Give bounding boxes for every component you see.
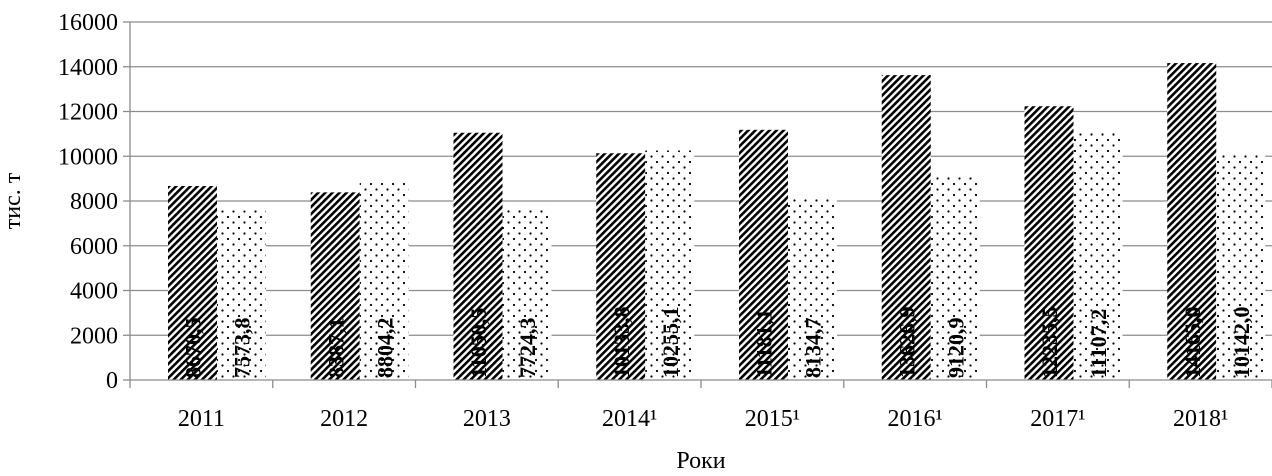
bar-value-label: 7573,8	[230, 318, 255, 379]
y-tick-label: 14000	[58, 55, 118, 81]
x-tick-label: 2011	[178, 406, 225, 432]
bar-value-label: 11050,5	[466, 308, 491, 378]
bar-value-label: 10133,8	[609, 307, 634, 379]
bar-value-label: 9120,9	[943, 318, 968, 379]
x-tick-label: 2018¹	[1173, 406, 1228, 432]
bar-series-2	[1073, 131, 1123, 380]
bar-value-label: 10255,1	[658, 307, 683, 379]
bar-value-label: 14165,0	[1180, 307, 1205, 379]
y-tick-label: 6000	[70, 234, 118, 260]
bar-series-2	[788, 197, 837, 380]
bar-series-1	[596, 153, 646, 380]
bar-value-label: 11181,1	[752, 309, 777, 378]
bar-value-label: 8387,1	[323, 318, 348, 379]
y-tick-label: 4000	[70, 279, 118, 305]
y-tick-label: 2000	[70, 323, 118, 349]
bar-series-2	[217, 210, 266, 380]
bar-value-label: 12235,5	[1037, 307, 1062, 379]
bar-series-2	[359, 183, 409, 380]
x-tick-label: 2013	[463, 406, 511, 432]
bar-value-label: 8804,2	[372, 318, 397, 379]
x-tick-label: 2016¹	[888, 406, 943, 432]
bar-series-1	[1024, 106, 1074, 381]
x-tick-label: 2014¹	[602, 406, 657, 432]
y-axis-title: тис. т	[0, 172, 26, 229]
y-tick-label: 12000	[58, 100, 118, 126]
bar-series-1	[168, 185, 217, 380]
data-labels: 8670,5 8387,1 11050,5 10133,8 11181,1 13626,9…	[181, 307, 1254, 379]
bar-value-label: 10142,0	[1229, 307, 1254, 379]
bar-value-label: 13626,9	[894, 307, 919, 379]
bar-value-label: 7724,3	[515, 318, 540, 379]
bar-value-label: 8134,7	[801, 318, 826, 379]
bar-series-1	[881, 75, 931, 380]
bar-series-2	[930, 175, 980, 380]
axes: 0 2000 4000 6000 8000 10000 12000 14000 16000 201…	[58, 10, 1272, 432]
bar-series-1	[310, 192, 360, 380]
x-tick-label: 2017¹	[1030, 406, 1085, 432]
bars	[168, 63, 1266, 381]
bar-series-2	[1216, 153, 1266, 380]
bar-value-label: 8670,5	[181, 318, 206, 379]
x-tick-label: 2012	[320, 406, 368, 432]
y-tick-label: 0	[106, 368, 118, 394]
bar-series-2	[502, 207, 552, 380]
x-tick-label: 2015¹	[745, 406, 800, 432]
y-tick-label: 8000	[70, 189, 118, 215]
bar-series-1	[1167, 63, 1217, 380]
x-axis-title: Роки	[676, 448, 725, 474]
bar-value-label: 11107,2	[1086, 309, 1111, 378]
y-tick-label: 10000	[58, 144, 118, 170]
bar-series-1	[453, 132, 503, 380]
y-tick-label: 16000	[58, 10, 118, 36]
bar-series-2	[645, 150, 695, 380]
bar-series-1	[739, 129, 788, 380]
